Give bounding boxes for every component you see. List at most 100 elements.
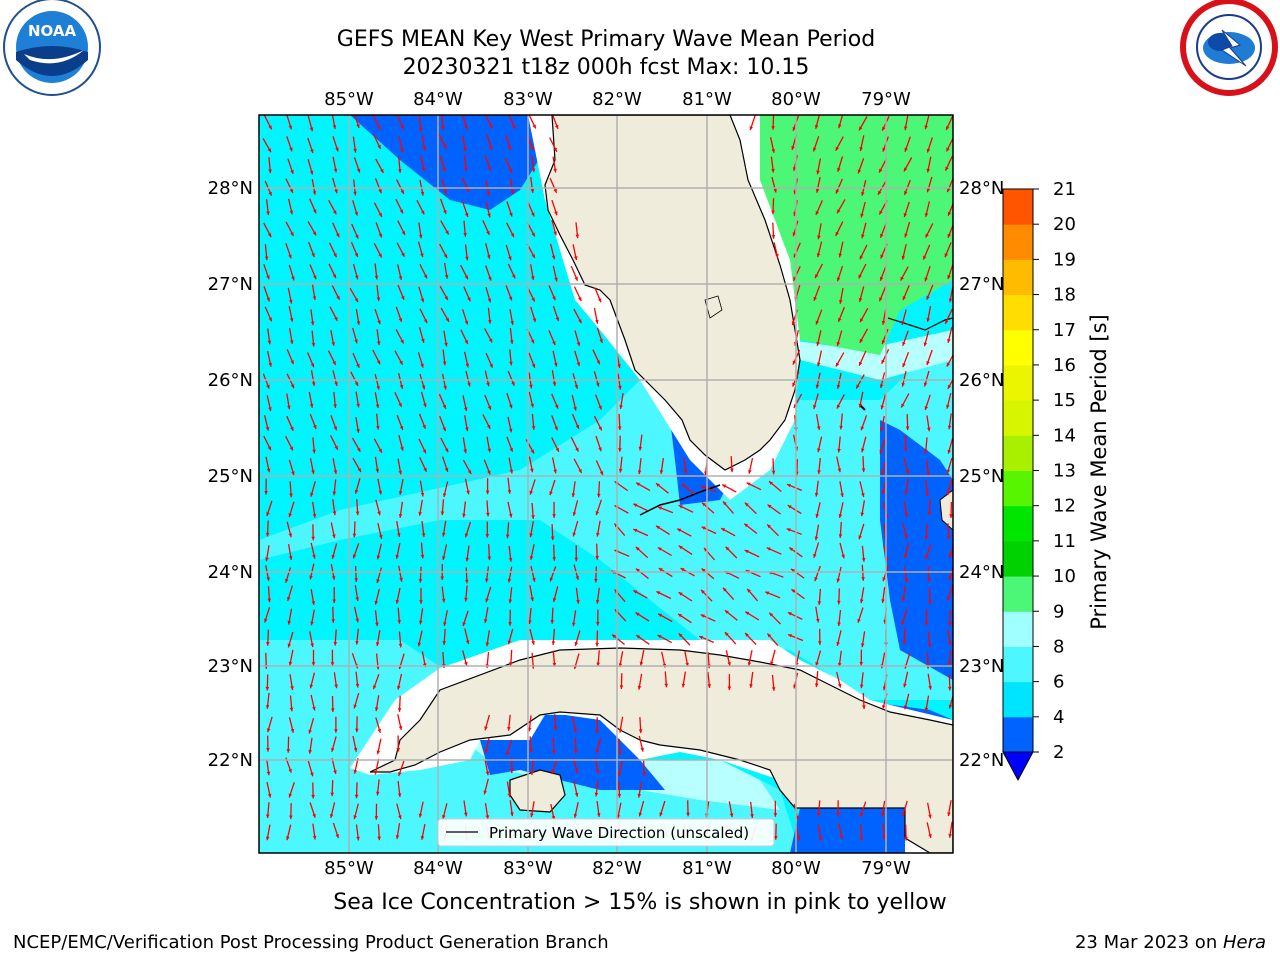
colorbar-segment — [1003, 294, 1033, 331]
colorbar: 2 4 6 8 9 10 11 12 13 14 15 16 17 18 19 20 21 — [1002, 179, 1076, 782]
wave-arrow-head — [817, 470, 821, 474]
wave-arrow-head — [467, 382, 471, 387]
wave-arrow-head — [599, 339, 603, 343]
wave-arrow-head — [531, 168, 536, 173]
green-9-10s-region — [750, 115, 953, 355]
wave-arrow-head — [859, 684, 864, 689]
wave-arrow-head — [398, 276, 403, 280]
wave-arrow-head — [598, 298, 602, 303]
wave-arrow-head — [859, 147, 863, 151]
wave-arrow-head — [377, 320, 381, 325]
land-cuba — [369, 647, 953, 853]
wave-arrow-head — [859, 255, 864, 260]
wave-arrow-head — [905, 426, 910, 431]
wave-arrow-head — [420, 191, 425, 196]
wave-arrow-head — [443, 210, 447, 214]
noaa-logo: NOAA — [3, 0, 101, 96]
lon-label-bottom-6: 79°W — [861, 858, 911, 879]
wave-arrow-head — [948, 833, 952, 838]
wave-arrow-head — [532, 124, 536, 129]
wave-arrow-head — [442, 361, 447, 366]
wave-arrow-head — [378, 490, 383, 495]
wave-arrow-head — [861, 558, 866, 562]
wave-arrow-head — [375, 404, 380, 408]
wave-arrow-head — [376, 297, 381, 302]
wave-arrow-head — [904, 578, 909, 583]
wave-arrow-head — [840, 493, 844, 497]
wave-arrow-head — [796, 836, 801, 841]
wave-arrow-head — [353, 191, 357, 196]
wave-arrow-head — [947, 661, 952, 666]
sea-ice-note: Sea Ice Concentration > 15% is shown in … — [333, 890, 947, 915]
wave-arrow-head — [857, 169, 862, 174]
wave-arrow-head — [923, 255, 927, 260]
lon-label-bottom-0: 85°W — [324, 858, 374, 879]
wave-arrow-head — [311, 601, 316, 605]
wave-arrow-head — [308, 729, 312, 734]
wave-arrow-head — [309, 170, 314, 175]
wave-arrow-head — [882, 705, 886, 709]
nws-logo — [1180, 0, 1278, 96]
wave-arrow-head — [397, 685, 401, 690]
wave-arrow-head — [678, 613, 682, 618]
wave-arrow-head — [353, 148, 357, 153]
wave-arrow-head — [530, 813, 534, 818]
wave-arrow-head — [356, 168, 361, 173]
wave-arrow-head — [774, 836, 778, 840]
wave-arrow-head — [267, 598, 272, 603]
colorbar-tick-label: 21 — [1053, 179, 1076, 200]
chart-title: GEFS MEAN Key West Primary Wave Mean Per… — [336, 27, 876, 52]
wave-arrow-head — [531, 297, 535, 302]
wave-arrow-head — [510, 769, 514, 774]
wave-arrow-head — [699, 635, 704, 640]
wave-arrow-head — [313, 425, 317, 429]
lake-okeechobee — [704, 295, 723, 319]
wave-arrow-head — [508, 622, 512, 626]
wave-arrow-head — [926, 168, 931, 173]
wave-arrow-head — [510, 321, 514, 325]
wave-arrow-head — [508, 296, 513, 301]
wave-arrow-head — [508, 513, 513, 518]
wave-arrow-head — [900, 276, 904, 281]
wave-arrow-head — [508, 168, 513, 173]
wave-arrow-head — [638, 812, 643, 817]
wave-arrow-head — [312, 191, 317, 195]
wave-arrow-head — [487, 298, 492, 303]
wave-arrow-head — [637, 685, 642, 690]
wave-arrow-head — [857, 618, 861, 623]
legend-label: Primary Wave Direction (unscaled) — [489, 824, 749, 842]
wave-arrow-head — [268, 191, 272, 196]
wave-arrow-head — [901, 620, 905, 625]
colorbar-label: Primary Wave Mean Period [s] — [1087, 314, 1111, 630]
colorbar-tick-label: 2 — [1053, 742, 1064, 763]
wave-arrow-head — [267, 793, 272, 798]
wave-arrow-head — [636, 482, 641, 487]
wave-arrow-head — [947, 425, 952, 430]
wave-arrow-head — [744, 550, 749, 554]
wave-arrow-head — [418, 128, 423, 132]
wave-arrow-head — [442, 532, 446, 537]
colorbar-segment — [1003, 364, 1033, 401]
wave-arrow-head — [376, 791, 380, 796]
wave-arrow-head — [512, 125, 516, 130]
wave-arrow-head — [442, 404, 446, 409]
wave-arrow-head — [398, 491, 403, 495]
colorbar-segment — [1003, 259, 1033, 296]
lon-label-top-2: 83°W — [503, 89, 553, 110]
wave-arrow-head — [791, 146, 795, 150]
wave-arrow-head — [266, 384, 270, 389]
wave-arrow-head — [701, 526, 706, 530]
lat-label-left-5: 23°N — [208, 656, 253, 677]
wave-arrow-head — [441, 126, 445, 130]
wave-arrow-head — [465, 363, 470, 368]
wave-arrow-head — [725, 546, 730, 551]
wave-arrow-head — [926, 188, 931, 193]
wave-arrow-head — [949, 514, 953, 518]
wave-arrow-head — [905, 470, 910, 474]
wave-arrow-head — [354, 339, 358, 344]
wave-arrow-head — [814, 124, 819, 129]
wave-arrow-head — [508, 256, 512, 261]
wave-arrow-head — [377, 144, 381, 149]
wave-arrow-head — [861, 191, 865, 196]
